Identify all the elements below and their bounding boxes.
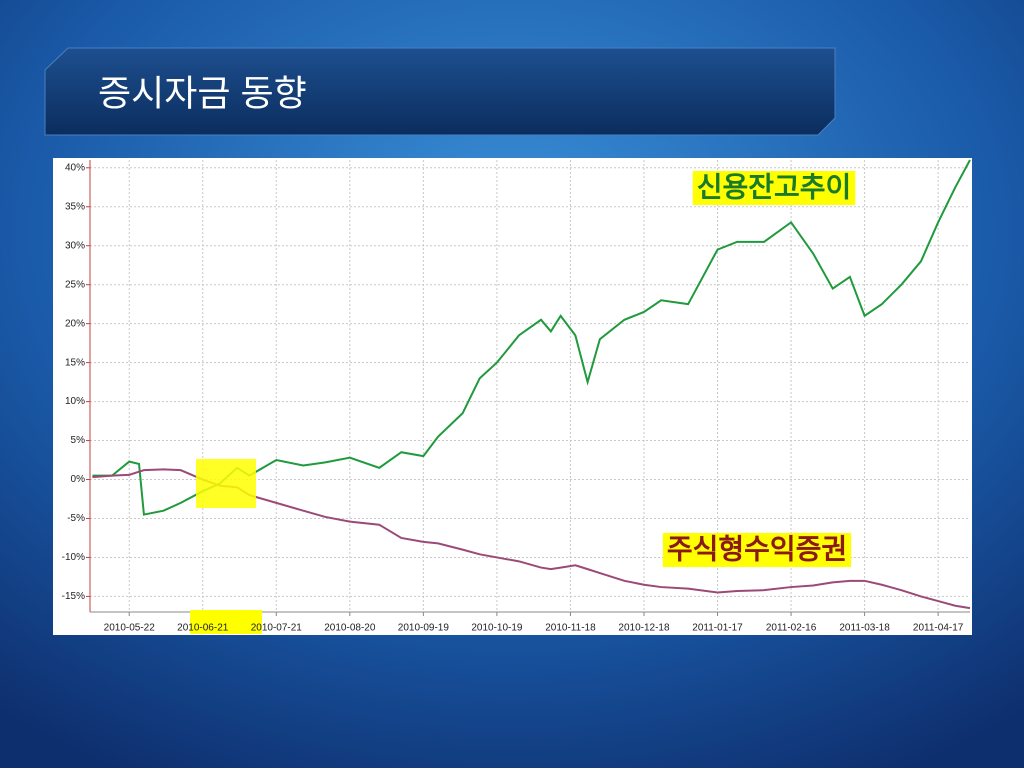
y-tick-label: 20% <box>65 318 85 329</box>
y-tick-label: 10% <box>65 396 85 407</box>
x-tick-label: 2010-07-21 <box>251 623 303 634</box>
y-tick-label: 5% <box>71 435 86 446</box>
x-tick-label: 2010-06-21 <box>177 623 229 634</box>
x-tick-label: 2011-04-17 <box>913 623 964 634</box>
overlay: 2010-05-22 2010-06-21 2010-07-21 2010-08-20… <box>104 171 964 634</box>
plot: 40% 35% 30% 25% 20% 15% 10% 5% 0% -5% -10% -15% <box>62 159 971 616</box>
x-tick-label: 2010-11-18 <box>545 623 596 634</box>
highlight <box>190 610 262 634</box>
x-tick-label: 2011-03-18 <box>839 623 890 634</box>
x-tick-label: 2011-02-16 <box>766 623 817 634</box>
y-tick-label: -5% <box>67 513 85 524</box>
y-tick-label: 40% <box>65 162 85 173</box>
legend-box <box>692 171 856 205</box>
x-tick-label: 2010-05-22 <box>104 623 156 634</box>
y-tick-label: 35% <box>65 201 85 212</box>
x-tick-label: 2010-09-19 <box>398 623 450 634</box>
y-tick-label: 30% <box>65 240 85 251</box>
highlight <box>196 459 256 508</box>
chart-title: 증시자금 동향 <box>98 73 307 114</box>
y-tick-label: 25% <box>65 279 85 290</box>
title-bar <box>44 47 836 136</box>
x-tick-label: 2010-12-18 <box>618 623 670 634</box>
legend-label: 주식형수익증권 <box>667 533 847 564</box>
x-tick-label: 2011-01-17 <box>692 623 743 634</box>
x-tick-label: 2010-08-20 <box>324 623 376 634</box>
y-tick-label: 15% <box>65 357 85 368</box>
y-tick-label: 0% <box>71 474 86 485</box>
x-tick-label: 2010-10-19 <box>471 623 523 634</box>
legend-label: 신용잔고추이 <box>697 171 852 202</box>
y-tick-label: -10% <box>62 552 85 563</box>
legend-box <box>662 533 852 567</box>
y-tick-label: -15% <box>62 591 85 602</box>
